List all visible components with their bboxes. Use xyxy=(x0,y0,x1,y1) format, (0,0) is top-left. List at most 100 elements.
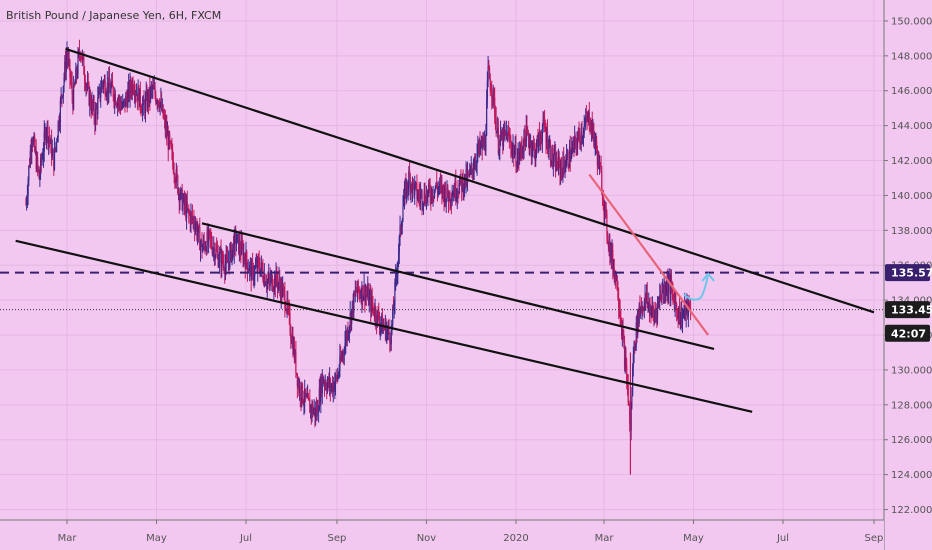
candle-body xyxy=(665,292,667,295)
candle-body xyxy=(427,190,429,198)
candle-body xyxy=(335,374,337,377)
candle-body xyxy=(488,68,491,79)
candle-body xyxy=(612,267,615,270)
candle-body xyxy=(575,138,577,146)
candle-body xyxy=(45,130,47,141)
candle-body xyxy=(104,80,106,95)
candle-body xyxy=(599,162,601,167)
candle-body xyxy=(306,395,308,398)
candle-body xyxy=(596,140,598,152)
price-tick-label: 122.000 xyxy=(891,505,932,516)
candle-body xyxy=(497,127,499,133)
candle-body xyxy=(404,184,406,189)
candle-body xyxy=(111,80,114,87)
candle-body xyxy=(582,135,584,139)
candle-body xyxy=(193,218,195,226)
candle-body xyxy=(375,308,377,321)
candle-body xyxy=(63,77,65,86)
candle-body xyxy=(405,184,407,199)
candle-body xyxy=(470,164,472,169)
trendline-3[interactable] xyxy=(15,239,753,413)
candle-body xyxy=(637,309,640,324)
candle-body xyxy=(504,130,506,133)
candle-body xyxy=(157,101,159,104)
candle-body xyxy=(70,77,72,81)
candle-body xyxy=(576,145,578,149)
candle-body xyxy=(653,312,655,319)
trendline-2[interactable] xyxy=(201,222,715,351)
price-tick-label: 144.000 xyxy=(891,121,932,132)
candle-body xyxy=(296,373,298,387)
candle-body xyxy=(629,404,631,424)
candle-body xyxy=(367,288,369,296)
candle-body xyxy=(656,311,658,317)
price-tick-label: 148.000 xyxy=(891,51,932,62)
trendline-4[interactable] xyxy=(588,173,710,336)
candle-body xyxy=(59,121,61,126)
candle-body xyxy=(196,224,198,237)
candle-body xyxy=(538,133,540,151)
candle-body xyxy=(665,290,667,293)
candle-body xyxy=(673,298,676,310)
candle-body xyxy=(166,133,169,137)
candle-body xyxy=(60,94,62,101)
candle-body xyxy=(532,143,535,146)
candle-body xyxy=(660,297,662,299)
candle-body xyxy=(103,80,106,82)
candle-body xyxy=(557,167,559,170)
candle-body xyxy=(95,107,97,109)
candle-body xyxy=(100,92,102,98)
candle-body xyxy=(617,289,619,298)
candle-body xyxy=(670,279,672,295)
time-tick-label: May xyxy=(683,533,704,544)
candle-body xyxy=(149,87,151,99)
candle-body xyxy=(667,279,669,293)
candle-body xyxy=(581,131,583,139)
candle-body xyxy=(152,86,155,89)
candle-body xyxy=(227,258,229,263)
candle-body xyxy=(458,182,461,194)
candle-body xyxy=(676,303,678,311)
candle-body xyxy=(546,130,549,151)
candle-body xyxy=(125,96,128,99)
candle-body xyxy=(589,124,591,129)
candle-body xyxy=(573,142,575,150)
candle-body xyxy=(99,87,101,98)
candle-body xyxy=(561,171,563,178)
candle-body xyxy=(352,301,354,313)
candle-body xyxy=(420,191,422,194)
candle-body xyxy=(120,106,122,110)
candle-body xyxy=(114,93,116,103)
candle-body xyxy=(128,83,130,91)
candle-body xyxy=(211,246,213,254)
candle-body xyxy=(262,269,264,280)
arrow-path[interactable] xyxy=(683,273,710,301)
time-tick-label: Jul xyxy=(776,533,789,544)
candle-body xyxy=(627,384,629,403)
candle-body xyxy=(249,264,251,272)
candle-body xyxy=(355,290,357,292)
candle-body xyxy=(258,260,260,269)
trendline-1[interactable] xyxy=(65,47,875,314)
candle-body xyxy=(428,183,430,191)
candle-body xyxy=(340,356,342,361)
candle-body xyxy=(251,263,253,281)
candle-body xyxy=(529,143,531,148)
candle-body xyxy=(119,103,122,110)
candle-body xyxy=(59,100,61,122)
candle-body xyxy=(232,243,235,256)
candle-body xyxy=(344,343,346,354)
candle-body xyxy=(139,88,141,107)
candle-body xyxy=(158,101,160,106)
candle-body xyxy=(101,82,103,84)
candle-body xyxy=(243,254,246,260)
candle-body xyxy=(615,275,618,281)
candle-body xyxy=(373,306,375,314)
candle-body xyxy=(321,375,323,394)
candle-body xyxy=(371,296,373,306)
candle-body xyxy=(235,242,238,245)
candle-body xyxy=(593,123,595,137)
candle-body xyxy=(384,327,386,330)
